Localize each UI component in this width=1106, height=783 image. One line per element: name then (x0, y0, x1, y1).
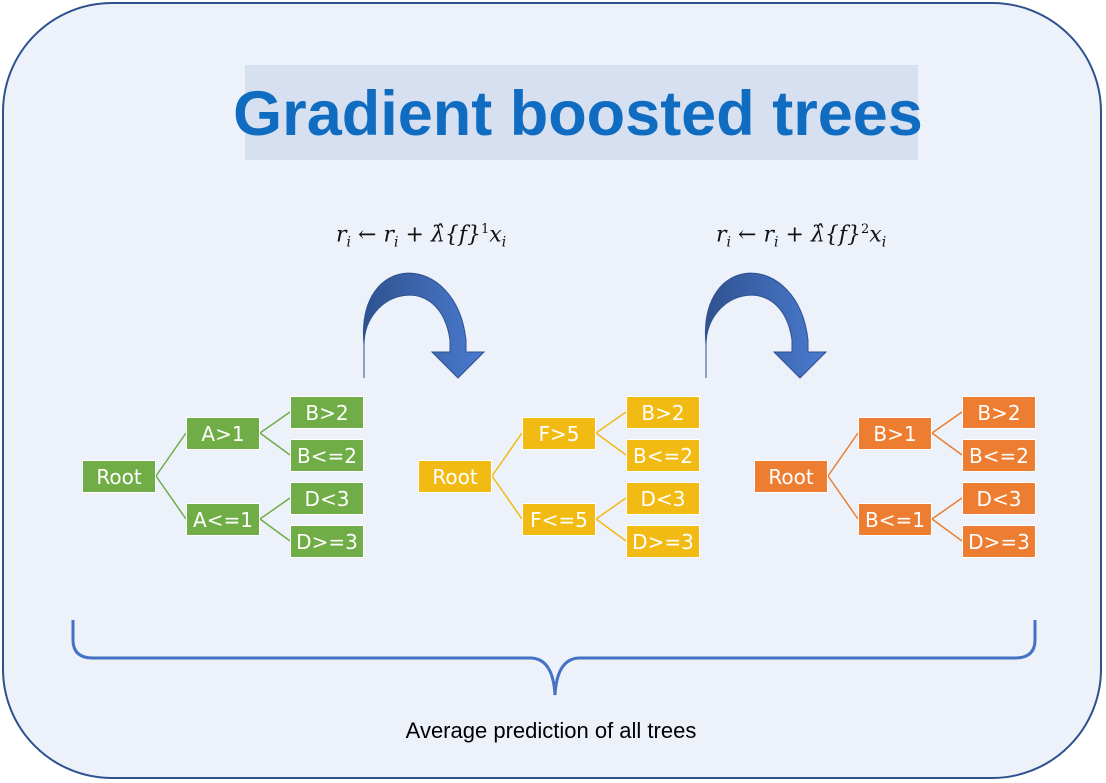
tree-1-split-lower: A<=1 (186, 503, 260, 536)
tree-3-leaf-2: B<=2 (962, 439, 1036, 472)
tree-1-edge-root-lower (155, 475, 187, 520)
tree-1-split-upper: A>1 (186, 417, 260, 450)
tree-3-split-upper: B>1 (858, 417, 932, 450)
tree-1-root: Root (82, 460, 156, 493)
tree-1-leaf-2: B<=2 (290, 439, 364, 472)
curved-arrow-1 (363, 272, 486, 379)
tree-2-split-lower: F<=5 (522, 503, 596, 536)
tree-3-edge-root-upper (827, 432, 859, 477)
tree-3-edge-lower-leaf-3 (931, 497, 963, 520)
tree-2-root: Root (418, 460, 492, 493)
tree-3-leaf-4: D>=3 (962, 525, 1036, 558)
tree-1-leaf-1: B>2 (290, 396, 364, 429)
diagram-title: Gradient boosted trees (233, 79, 923, 149)
tree-2-split-upper: F>5 (522, 417, 596, 450)
curved-arrow-2 (705, 272, 828, 379)
summary-brace (71, 620, 1037, 696)
tree-1-edge-upper-leaf-1 (259, 411, 291, 434)
caption: Average prediction of all trees (405, 718, 697, 743)
tree-2-leaf-2: B<=2 (626, 439, 700, 472)
tree-1-edge-upper-leaf-2 (259, 432, 291, 456)
tree-3-edge-upper-leaf-1 (931, 411, 963, 434)
tree-2-edge-lower-leaf-4 (595, 518, 627, 542)
tree-2-edge-root-upper (491, 432, 523, 477)
tree-2-leaf-3: D<3 (626, 482, 700, 515)
tree-2-leaf-4: D>=3 (626, 525, 700, 558)
tree-3-edge-upper-leaf-2 (931, 432, 963, 456)
tree-3-root: Root (754, 460, 828, 493)
tree-2-edge-upper-leaf-1 (595, 411, 627, 434)
tree-3-edge-root-lower (827, 475, 859, 520)
tree-1-edge-lower-leaf-3 (259, 497, 291, 520)
tree-1-edge-lower-leaf-4 (259, 518, 291, 542)
tree-2-edge-lower-leaf-3 (595, 497, 627, 520)
update-formula-1: ri ← ri + λ̂{f}1xi (336, 222, 507, 251)
tree-3-leaf-3: D<3 (962, 482, 1036, 515)
tree-3-split-lower: B<=1 (858, 503, 932, 536)
tree-3-edge-lower-leaf-4 (931, 518, 963, 542)
tree-2-edge-root-lower (491, 475, 523, 520)
tree-1-leaf-3: D<3 (290, 482, 364, 515)
tree-1-edge-root-upper (155, 432, 187, 477)
tree-2-leaf-1: B>2 (626, 396, 700, 429)
title-highlight (245, 65, 918, 160)
update-formula-2: ri ← ri + λ̂{f}2xi (716, 222, 887, 251)
tree-3-leaf-1: B>2 (962, 396, 1036, 429)
tree-2-edge-upper-leaf-2 (595, 432, 627, 456)
tree-1-leaf-4: D>=3 (290, 525, 364, 558)
